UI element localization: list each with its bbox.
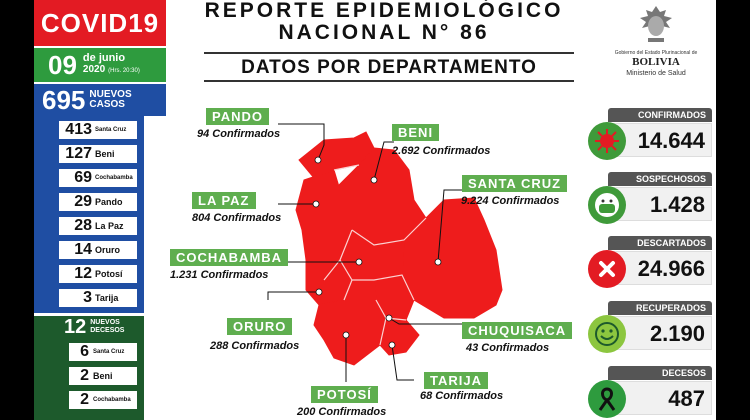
death-department: Cochabamba	[93, 396, 131, 403]
case-row-potosi: 12 Potosí	[58, 264, 138, 284]
death-row-cochabamba: 2 Cochabamba	[68, 390, 138, 410]
label-oruro: ORURO	[227, 318, 293, 335]
conf-chuquisaca: 43 Confirmados	[466, 342, 550, 354]
stat-value: 24.966	[637, 256, 705, 281]
case-row-pando: 29 Pando	[58, 192, 138, 212]
mourning-ribbon-icon	[588, 380, 626, 418]
stat-label: CONFIRMADOS	[608, 108, 712, 122]
label-potosi: POTOSÍ	[311, 386, 378, 403]
new-deaths-label-1: NUEVOS	[90, 319, 120, 326]
death-row-beni: 2 Beni	[68, 366, 138, 386]
death-department: Beni	[93, 370, 113, 381]
label-chuquisaca: CHUQUISACA	[462, 322, 573, 339]
report-subtitle: DATOS POR DEPARTAMENTO	[204, 52, 574, 82]
date-day: 09	[48, 49, 77, 80]
stat-value: 2.190	[649, 321, 705, 346]
case-row-la-paz: 28 La Paz	[58, 216, 138, 236]
stat-sospechosos: SOSPECHOSOS 1.428	[585, 172, 712, 224]
new-deaths-header: 12 NUEVOS DECESOS	[34, 316, 144, 338]
case-count: 413	[65, 121, 92, 138]
case-row-santa-cruz: 413 Santa Cruz	[58, 120, 138, 140]
death-count: 6	[80, 343, 89, 360]
new-deaths-list: 6 Santa Cruz 2 Beni 2 Cochabamba	[34, 338, 144, 420]
conf-la-paz: 804 Confirmados	[192, 212, 282, 224]
new-cases-label-2: CASOS	[89, 99, 125, 110]
stat-label: SOSPECHOSOS	[608, 172, 712, 186]
case-department: Potosí	[95, 268, 123, 279]
case-row-cochabamba: 69 Cochabamba	[58, 168, 138, 188]
stat-confirmados: CONFIRMADOS 14.644	[585, 108, 712, 160]
conf-pando: 94 Confirmados	[197, 128, 281, 140]
label-santa-cruz: SANTA CRUZ	[462, 175, 568, 192]
conf-cochabamba: 1.231 Confirmados	[170, 269, 269, 281]
death-count: 2	[80, 391, 89, 408]
case-count: 127	[65, 145, 92, 162]
case-department: Beni	[95, 148, 115, 159]
case-count: 12	[74, 265, 92, 282]
face-mask-icon	[588, 186, 626, 224]
infographic: COVID19 09 de junio 2020 (Hrs. 20:30) 695…	[34, 0, 716, 420]
case-department: Cochabamba	[95, 174, 133, 181]
case-department: Pando	[95, 196, 123, 207]
stat-recuperados: RECUPERADOS 2.190	[585, 301, 712, 353]
case-department: Tarija	[95, 292, 119, 303]
conf-tarija: 68 Confirmados	[420, 390, 504, 402]
stat-value: 487	[668, 386, 705, 411]
conf-beni: 2.692 Confirmados	[392, 145, 491, 157]
stat-descartados: DESCARTADOS 24.966	[585, 236, 712, 288]
label-tarija: TARIJA	[424, 372, 488, 389]
conf-potosi: 200 Confirmados	[297, 406, 387, 418]
stat-value: 1.428	[649, 192, 705, 217]
new-deaths-count: 12	[64, 315, 87, 338]
conf-santa-cruz: 9.224 Confirmados	[461, 195, 560, 207]
date-month: de junio	[82, 52, 126, 64]
new-deaths-label-2: DECESOS	[90, 327, 125, 334]
death-count: 2	[80, 367, 89, 384]
virus-icon	[588, 122, 626, 160]
bolivia-map	[267, 123, 503, 382]
death-department: Santa Cruz	[93, 348, 125, 355]
covid-badge: COVID19	[34, 0, 166, 46]
date-year: 2020	[82, 64, 106, 75]
report-title: REPORTE EPIDEMIOLÓGICO NACIONAL N° 86	[174, 0, 594, 44]
stat-value: 14.644	[637, 128, 705, 153]
stat-label: DESCARTADOS	[608, 236, 712, 250]
ministry-logo: Gobierno del Estado Plurinacional de BOL…	[596, 0, 716, 96]
death-row-santa-cruz: 6 Santa Cruz	[68, 342, 138, 362]
case-row-tarija: 3 Tarija	[58, 288, 138, 308]
case-department: Santa Cruz	[95, 126, 127, 133]
label-beni: BENI	[392, 124, 440, 141]
case-count: 3	[83, 289, 92, 306]
label-la-paz: LA PAZ	[192, 192, 256, 209]
new-cases-list: 413 Santa Cruz 127 Beni 69 Cochabamba 29 Pan…	[34, 116, 144, 313]
stat-decesos: DECESOS 487	[585, 366, 712, 418]
report-title-line-2: NACIONAL N° 86	[278, 21, 490, 44]
label-pando: PANDO	[206, 108, 269, 125]
case-count: 28	[74, 217, 92, 234]
report-title-line-1: REPORTE EPIDEMIOLÓGICO	[204, 0, 564, 22]
case-count: 69	[74, 169, 92, 186]
new-cases-count: 695	[42, 84, 86, 115]
case-department: La Paz	[95, 220, 124, 231]
date-hrs: (Hrs. 20:30)	[108, 68, 140, 74]
stat-label: DECESOS	[608, 366, 712, 380]
conf-oruro: 288 Confirmados	[210, 340, 300, 352]
case-count: 14	[74, 241, 92, 258]
label-cochabamba: COCHABAMBA	[170, 249, 289, 266]
ministry-line-3: Ministerio de Salud	[626, 70, 686, 77]
case-count: 29	[74, 193, 92, 210]
case-row-beni: 127 Beni	[58, 144, 138, 164]
case-department: Oruro	[95, 244, 121, 255]
case-row-oruro: 14 Oruro	[58, 240, 138, 260]
new-cases-label-1: NUEVOS	[89, 89, 132, 100]
date-box: 09 de junio 2020 (Hrs. 20:30)	[34, 48, 166, 82]
coat-of-arms-icon	[640, 6, 672, 42]
ministry-line-1: Gobierno del Estado Plurinacional de	[614, 50, 698, 56]
cross-icon	[588, 250, 626, 288]
stat-label: RECUPERADOS	[608, 301, 712, 315]
new-cases-header: 695 NUEVOS CASOS	[34, 84, 166, 116]
smiley-icon	[588, 315, 626, 353]
ministry-line-2: BOLIVIA	[632, 56, 680, 68]
